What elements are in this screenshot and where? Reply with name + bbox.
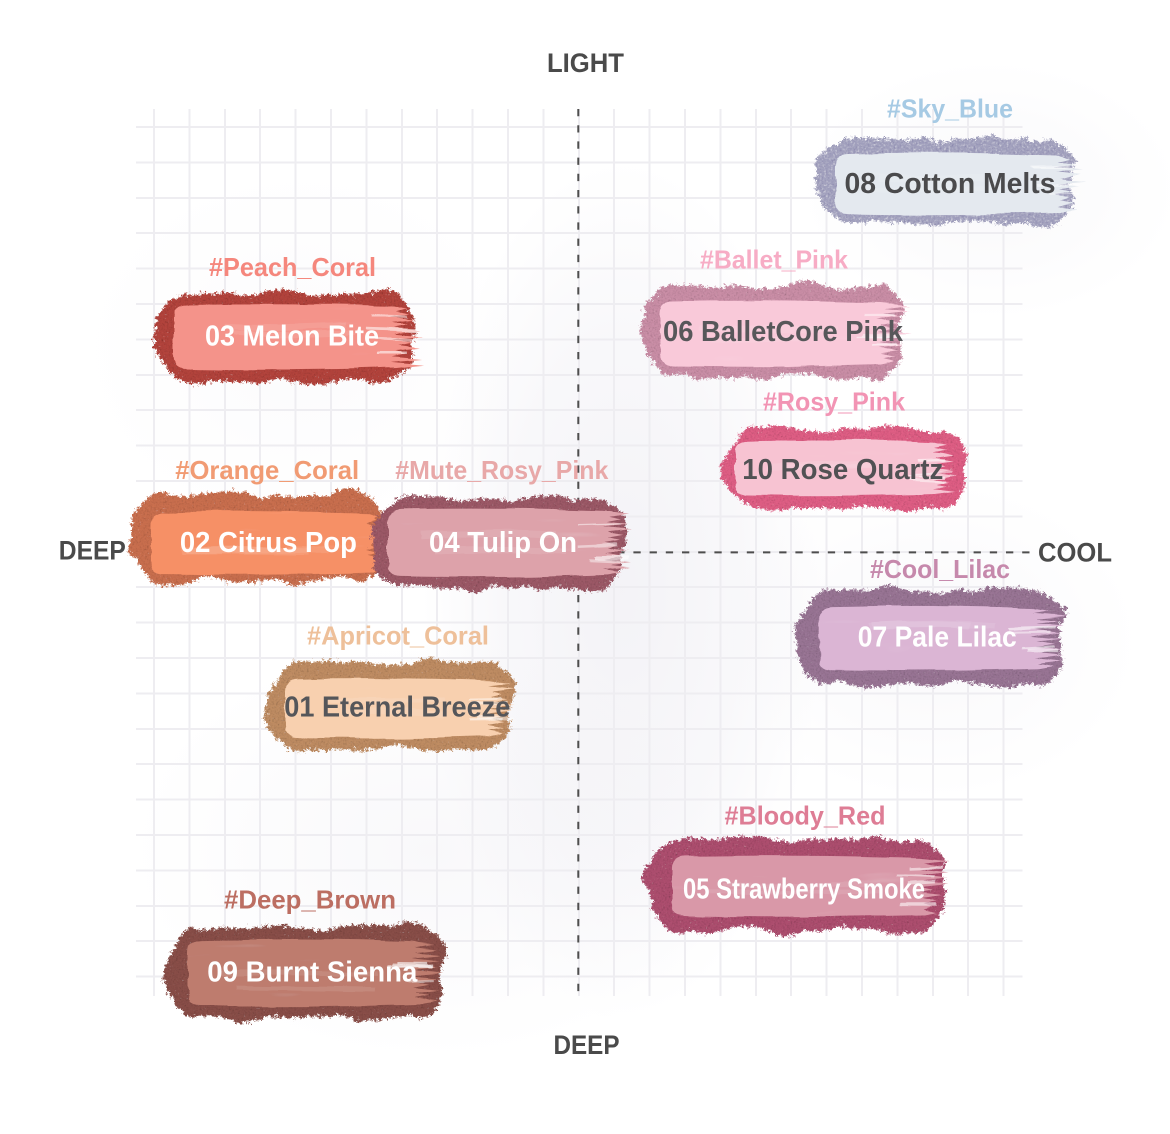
svg-text:#Deep_Brown: #Deep_Brown	[224, 885, 396, 915]
svg-text:#Ballet_Pink: #Ballet_Pink	[700, 245, 849, 275]
svg-text:01 Eternal Breeze: 01 Eternal Breeze	[284, 692, 510, 724]
svg-text:#Peach_Coral: #Peach_Coral	[209, 252, 376, 282]
svg-text:COOL: COOL	[1038, 538, 1112, 568]
svg-text:10 Rose Quartz: 10 Rose Quartz	[742, 454, 943, 486]
svg-text:#Apricot_Coral: #Apricot_Coral	[307, 621, 489, 651]
svg-text:03 Melon Bite: 03 Melon Bite	[205, 321, 379, 353]
svg-text:#Cool_Lilac: #Cool_Lilac	[870, 554, 1010, 584]
svg-text:#Sky_Blue: #Sky_Blue	[887, 94, 1013, 124]
svg-text:LIGHT: LIGHT	[547, 48, 624, 78]
svg-text:#Orange_Coral: #Orange_Coral	[175, 455, 359, 485]
svg-text:09 Burnt Sienna: 09 Burnt Sienna	[207, 957, 418, 989]
svg-text:06 BalletCore Pink: 06 BalletCore Pink	[663, 316, 904, 348]
svg-text:DEEP: DEEP	[554, 1030, 620, 1060]
svg-text:08 Cotton Melts: 08 Cotton Melts	[845, 168, 1056, 200]
svg-text:07 Pale Lilac: 07 Pale Lilac	[858, 622, 1017, 654]
svg-text:#Bloody_Red: #Bloody_Red	[725, 800, 886, 830]
svg-text:#Mute_Rosy_Pink: #Mute_Rosy_Pink	[395, 455, 609, 485]
svg-text:05 Strawberry Smoke: 05 Strawberry Smoke	[683, 874, 925, 906]
svg-text:#Rosy_Pink: #Rosy_Pink	[763, 387, 906, 417]
svg-text:04 Tulip On: 04 Tulip On	[429, 527, 577, 559]
svg-text:02 Citrus Pop: 02 Citrus Pop	[180, 527, 357, 559]
svg-text:DEEP: DEEP	[59, 536, 126, 566]
